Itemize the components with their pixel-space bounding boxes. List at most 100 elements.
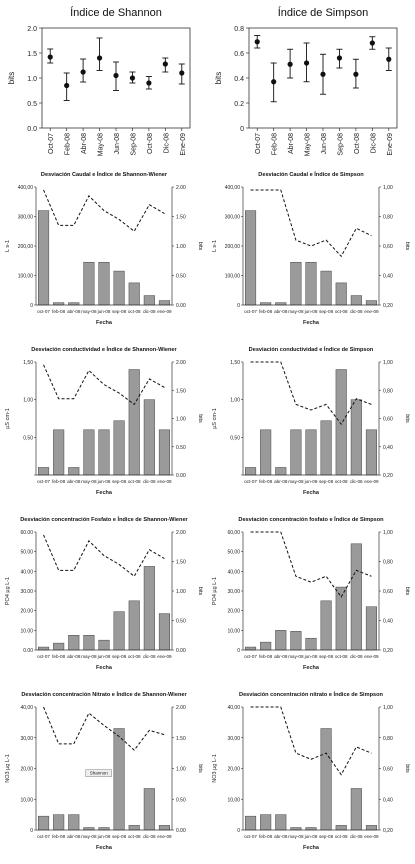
y-axis-label: L s-1	[5, 240, 11, 252]
y-axis-label: bits	[7, 72, 16, 84]
bar	[305, 429, 317, 476]
y2-tick-label: 0,60	[383, 244, 393, 250]
y-tick-label: 0.6	[234, 51, 244, 58]
y-tick-label: 0.2	[234, 101, 244, 108]
y2-axis-label: bits	[404, 414, 410, 423]
y-axis-label: PO4 µg L-1	[212, 577, 218, 605]
x-tick-label: Oct-08	[354, 133, 361, 154]
bar	[245, 210, 257, 306]
y-tick-label: 0.4	[234, 76, 244, 83]
index-line	[250, 361, 372, 426]
y-tick-label: 10,00	[227, 628, 240, 634]
mean-point	[146, 80, 152, 86]
y-tick-label: 10,00	[20, 797, 33, 803]
mean-point	[320, 71, 326, 77]
mean-point	[96, 55, 103, 61]
legend-box	[85, 769, 112, 777]
y-tick-label: 20,00	[227, 609, 240, 615]
x-tick-label: oct-08	[128, 834, 141, 839]
bar	[245, 646, 257, 651]
x-tick-label: sep-08	[112, 654, 126, 659]
y2-axis-label: bits	[197, 764, 203, 773]
bar	[365, 825, 377, 831]
x-tick-label: Feb-08	[65, 133, 72, 155]
x-axis-label: Fecha	[303, 490, 320, 496]
bar	[350, 543, 362, 651]
chart-flow-simpson: Desviación Caudal e Índice de Simpson 0 10…	[212, 170, 410, 326]
y2-tick-label: 0,80	[383, 388, 393, 394]
x-tick-label: jun-08	[97, 654, 111, 659]
x-tick-label: Abr-08	[81, 133, 88, 154]
bar	[113, 270, 125, 306]
bar	[53, 814, 65, 831]
chart-nitrate-shannon: Desviación concentración Nitrato e Índic…	[5, 690, 203, 851]
bar	[38, 210, 50, 306]
mean-point	[47, 54, 53, 60]
x-tick-label: Ene-09	[180, 133, 187, 156]
y2-tick-label: 0.00	[176, 473, 186, 479]
y2-tick-label: 1.50	[176, 388, 186, 394]
y-tick-label: 0.00	[23, 648, 33, 654]
chart-title: Desviación conductividad e Índice de Sim…	[249, 345, 374, 353]
x-tick-label: feb-08	[52, 309, 65, 314]
mean-point	[179, 70, 185, 76]
bar	[68, 814, 80, 831]
x-tick-label: jun-08	[304, 309, 318, 314]
x-tick-label: sep-08	[319, 834, 333, 839]
y2-tick-label: 0,20	[383, 473, 393, 479]
y2-axis-label: bits	[404, 587, 410, 596]
bar	[128, 600, 140, 651]
y2-tick-label: 1.00	[176, 244, 186, 250]
y-axis-label: L s-1	[212, 240, 218, 252]
y-tick-label: 400,00	[225, 185, 241, 191]
mean-point	[369, 40, 375, 46]
y-axis-label: NO3 µg L-1	[212, 754, 218, 783]
y-tick-label: 200,00	[18, 244, 34, 250]
x-tick-label: ene-09	[364, 654, 379, 659]
x-tick-label: feb-08	[259, 834, 272, 839]
y2-tick-label: 0,80	[383, 736, 393, 742]
x-tick-label: Jun-08	[114, 133, 121, 155]
y2-tick-label: 1,00	[383, 705, 393, 711]
y2-tick-label: 0,40	[383, 797, 393, 803]
bar	[260, 302, 272, 306]
chart-panel-nitrate-simpson: Desviación concentración nitrato e Índic…	[207, 685, 415, 860]
bar	[365, 300, 377, 306]
x-tick-label: jun-08	[97, 834, 111, 839]
bar	[275, 814, 287, 831]
y-tick-label: 0	[237, 828, 240, 834]
bar	[38, 646, 50, 651]
index-line	[43, 534, 165, 578]
bar	[365, 606, 377, 651]
x-tick-label: abr-08	[274, 654, 288, 659]
bar	[290, 429, 302, 476]
y2-tick-label: 0,20	[383, 828, 393, 834]
x-tick-label: Abr-08	[288, 133, 295, 154]
y-tick-label: 40,00	[227, 569, 240, 575]
x-tick-label: sep-08	[319, 479, 333, 484]
y-tick-label: 50.00	[20, 550, 33, 556]
bar	[158, 613, 170, 651]
y-tick-label: 100,00	[225, 274, 241, 280]
y-tick-label: 60,00	[227, 530, 240, 536]
bar	[83, 827, 95, 831]
y-tick-label: 0,50	[23, 435, 33, 441]
chart-phosphate-simpson: Desviación concentración fosfato e Índic…	[212, 515, 410, 671]
x-tick-label: sep-08	[112, 309, 126, 314]
y-tick-label: 50,00	[227, 550, 240, 556]
y2-tick-label: 0,60	[383, 417, 393, 423]
y-tick-label: 0.5	[27, 101, 37, 108]
index-line	[250, 189, 372, 258]
bar	[290, 261, 302, 306]
bar	[98, 639, 110, 651]
x-tick-label: ene-09	[364, 309, 379, 314]
bar	[128, 369, 140, 476]
x-tick-label: may-08	[288, 654, 304, 659]
mean-point	[64, 82, 70, 89]
x-tick-label: may-08	[288, 834, 304, 839]
x-tick-label: abr-08	[67, 654, 81, 659]
x-tick-label: oct-08	[128, 479, 141, 484]
y-axis-label: PO4 µg L-1	[5, 577, 11, 605]
bar	[158, 300, 170, 306]
mean-point	[129, 75, 136, 81]
